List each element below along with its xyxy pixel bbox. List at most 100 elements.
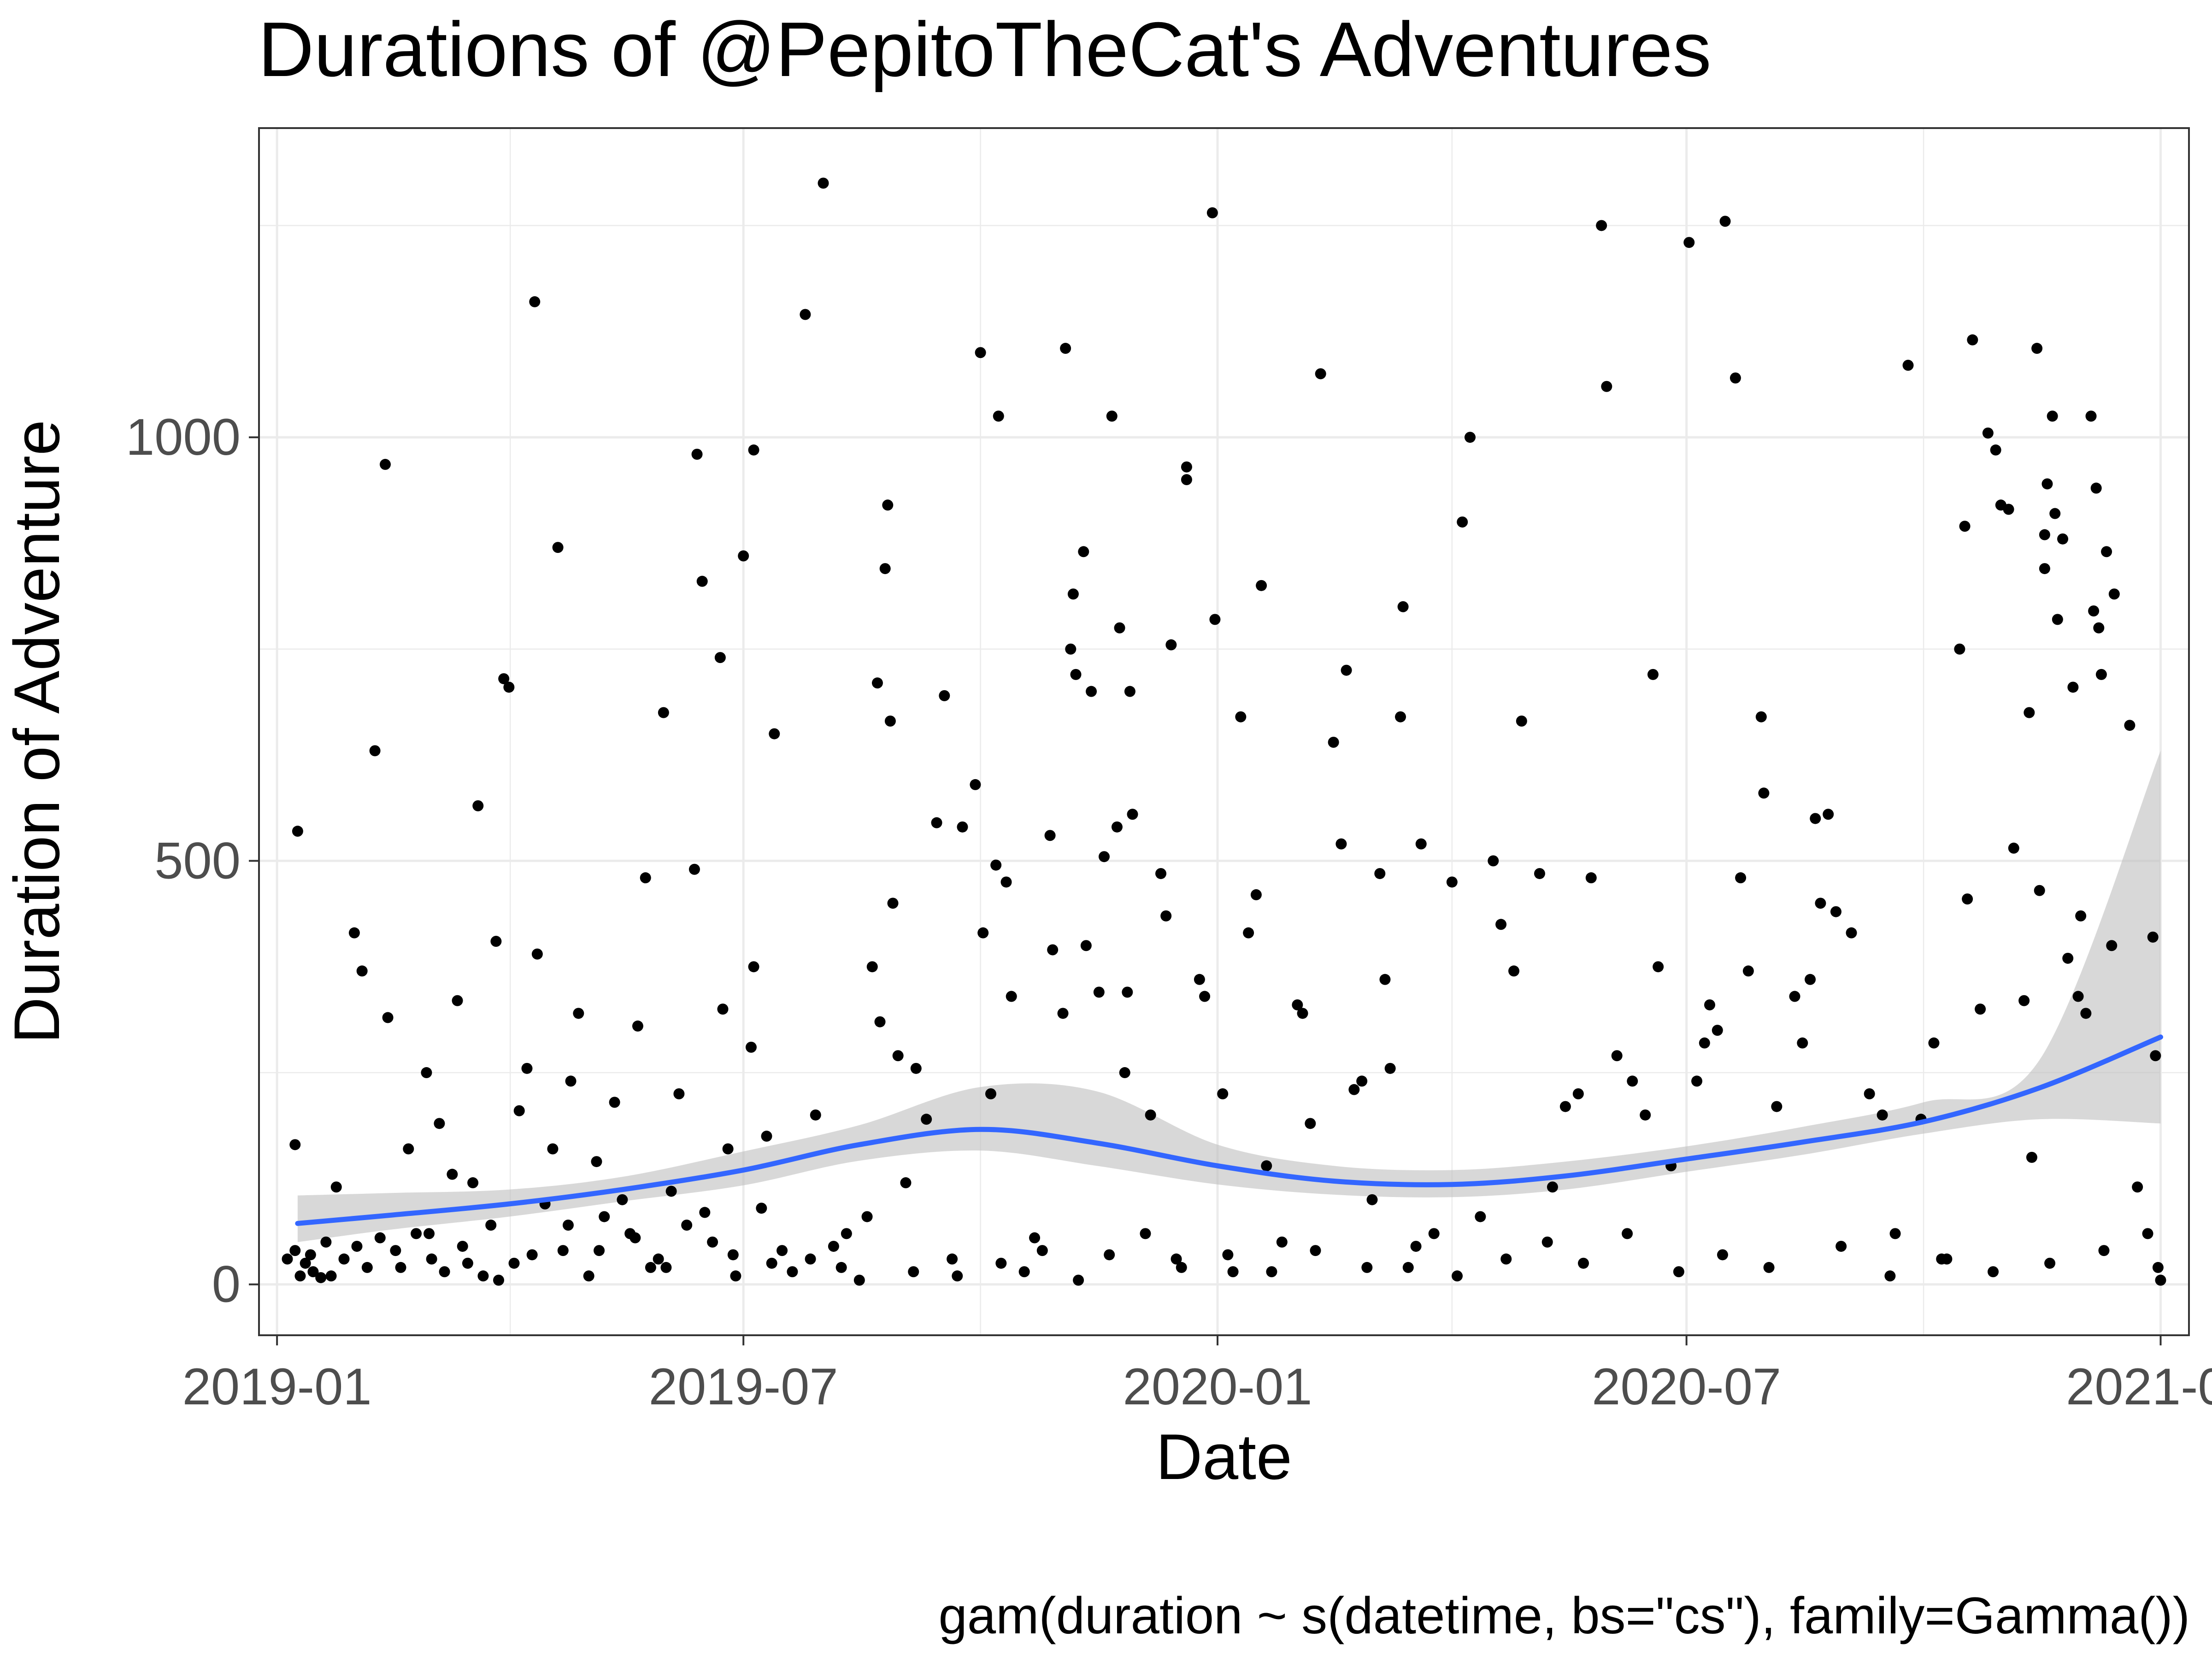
data-point bbox=[2067, 681, 2079, 693]
data-point bbox=[629, 1232, 641, 1244]
data-point bbox=[2080, 1008, 2092, 1019]
data-point bbox=[714, 652, 726, 663]
data-point bbox=[2003, 504, 2014, 515]
data-point bbox=[2132, 1181, 2143, 1193]
data-point bbox=[320, 1236, 332, 1248]
data-point bbox=[1206, 207, 1218, 218]
data-point bbox=[1067, 588, 1079, 600]
data-point bbox=[348, 927, 360, 939]
data-point bbox=[2101, 546, 2112, 558]
data-point bbox=[1124, 686, 1135, 697]
data-point bbox=[1227, 1266, 1239, 1278]
data-point bbox=[1366, 1194, 1378, 1205]
data-point bbox=[738, 550, 749, 562]
data-point bbox=[1902, 359, 1914, 371]
data-point bbox=[2031, 343, 2043, 354]
data-point bbox=[493, 1274, 505, 1286]
data-point bbox=[977, 927, 989, 939]
data-point bbox=[1361, 1262, 1373, 1273]
data-point bbox=[990, 859, 1002, 871]
data-point bbox=[658, 707, 669, 718]
data-point bbox=[1250, 889, 1262, 900]
data-point bbox=[591, 1156, 602, 1168]
data-point bbox=[2152, 1262, 2164, 1273]
data-point bbox=[1683, 237, 1695, 248]
data-point bbox=[1374, 868, 1386, 879]
data-point bbox=[841, 1228, 852, 1239]
data-point bbox=[2142, 1228, 2153, 1239]
data-point bbox=[1199, 991, 1211, 1002]
data-point bbox=[426, 1253, 437, 1265]
data-point bbox=[861, 1211, 873, 1222]
y-tick-label: 0 bbox=[212, 1256, 241, 1313]
data-point bbox=[766, 1257, 777, 1269]
data-point bbox=[617, 1194, 628, 1205]
data-point bbox=[748, 961, 759, 973]
data-point bbox=[884, 716, 896, 727]
data-point bbox=[2124, 720, 2136, 731]
data-point bbox=[688, 863, 700, 875]
data-point bbox=[1835, 1240, 1847, 1252]
data-point bbox=[1975, 1004, 1986, 1015]
data-point bbox=[1402, 1262, 1414, 1273]
data-point bbox=[995, 1257, 1007, 1269]
data-point bbox=[665, 1186, 677, 1197]
data-point bbox=[727, 1249, 739, 1261]
data-point bbox=[1029, 1232, 1041, 1244]
data-point bbox=[300, 1257, 311, 1269]
data-point bbox=[828, 1240, 839, 1252]
data-point bbox=[1104, 1249, 1115, 1261]
data-point bbox=[2150, 1050, 2161, 1062]
data-point bbox=[379, 458, 391, 470]
data-point bbox=[2108, 588, 2120, 600]
data-point bbox=[810, 1109, 821, 1121]
data-point bbox=[2095, 669, 2107, 680]
data-point bbox=[1789, 991, 1800, 1002]
data-point bbox=[1763, 1262, 1775, 1273]
data-point bbox=[599, 1211, 610, 1222]
data-point bbox=[2106, 940, 2118, 951]
data-point bbox=[315, 1272, 327, 1283]
data-point bbox=[908, 1266, 919, 1278]
data-point bbox=[1823, 809, 1834, 820]
data-point bbox=[939, 690, 950, 701]
data-point bbox=[531, 948, 543, 960]
data-point bbox=[562, 1219, 574, 1231]
data-point bbox=[472, 800, 484, 811]
confidence-ribbon-layer bbox=[297, 751, 2161, 1242]
data-point bbox=[1673, 1266, 1684, 1278]
data-point bbox=[2062, 952, 2074, 964]
data-point bbox=[2044, 1257, 2056, 1269]
data-point bbox=[1601, 381, 1612, 392]
data-point bbox=[1065, 643, 1077, 655]
data-point bbox=[526, 1249, 538, 1261]
data-point bbox=[1165, 639, 1177, 651]
data-point bbox=[289, 1245, 301, 1256]
data-point bbox=[805, 1253, 816, 1265]
data-point bbox=[1222, 1249, 1234, 1261]
data-point bbox=[361, 1262, 373, 1273]
data-point bbox=[835, 1262, 847, 1273]
data-point bbox=[1990, 444, 2001, 456]
data-point bbox=[330, 1181, 342, 1193]
data-point bbox=[1155, 868, 1167, 879]
data-point bbox=[282, 1253, 293, 1265]
y-axis-label: Duration of Adventure bbox=[0, 420, 73, 1044]
data-point bbox=[2098, 1245, 2110, 1256]
data-point bbox=[439, 1266, 450, 1278]
data-point bbox=[853, 1274, 865, 1286]
data-point bbox=[395, 1262, 406, 1273]
data-point bbox=[1410, 1240, 1422, 1252]
data-point bbox=[583, 1270, 594, 1282]
chart-caption: gam(duration ~ s(datetime, bs="cs"), fam… bbox=[939, 1587, 2190, 1644]
data-point bbox=[477, 1270, 489, 1282]
data-point bbox=[887, 898, 899, 909]
data-point bbox=[1500, 1253, 1512, 1265]
data-point bbox=[403, 1143, 414, 1155]
data-point bbox=[1000, 876, 1012, 888]
data-point bbox=[1057, 1008, 1069, 1019]
data-point bbox=[1771, 1101, 1783, 1112]
data-point bbox=[513, 1105, 525, 1116]
data-point bbox=[1495, 919, 1507, 930]
